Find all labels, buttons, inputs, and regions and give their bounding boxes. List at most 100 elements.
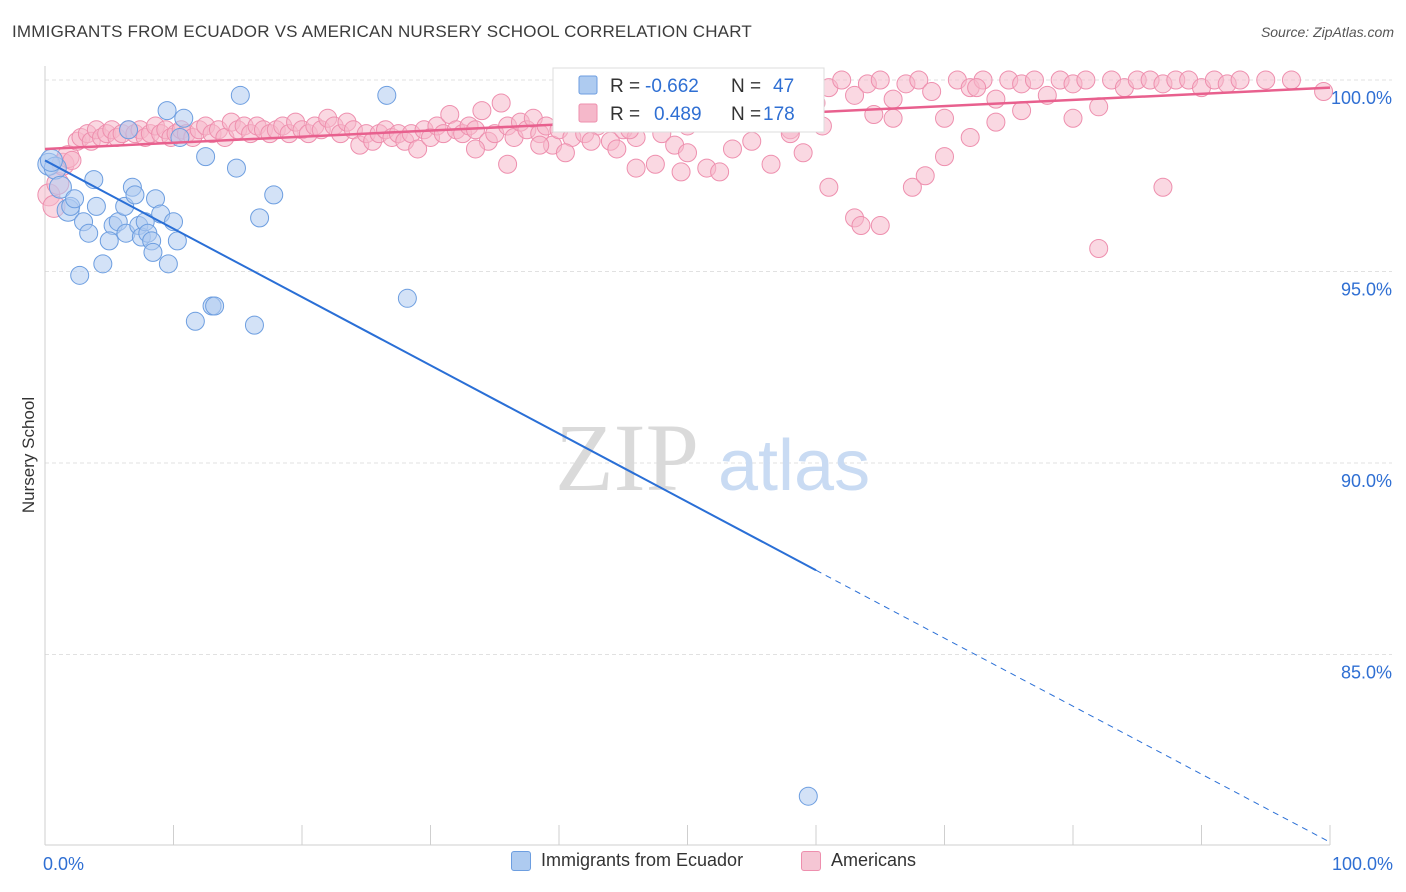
watermark-zip: ZIP: [555, 404, 699, 511]
ecuador-trend-extension: [815, 569, 1331, 843]
americans-point-152: [645, 154, 665, 174]
americans-point-175: [851, 216, 871, 236]
ecuador-point-45: [798, 786, 818, 806]
americans-point-120: [870, 70, 890, 90]
americans-points: [37, 70, 1334, 259]
americans-point-179: [530, 135, 550, 155]
americans-point-163: [935, 147, 954, 167]
ecuador-point-43: [377, 85, 397, 105]
americans-point-178: [498, 154, 518, 174]
americans-point-167: [1089, 239, 1109, 259]
americans-point-118: [845, 85, 865, 105]
legend-r-label-1: R =: [610, 76, 640, 97]
ecuador-point-42: [264, 185, 284, 205]
americans-point-129: [986, 89, 1006, 109]
legend-swatch-americans: [801, 850, 821, 871]
legend-bottom: Immigrants from Ecuador Americans: [0, 850, 1406, 878]
americans-point-176: [883, 108, 903, 128]
americans-point-132: [1024, 70, 1044, 90]
legend-label-americans: Americans: [831, 850, 917, 870]
legend-top: R = -0.662 N = 47 R = 0.489 N = 178: [552, 67, 825, 133]
americans-point-73: [472, 101, 492, 121]
ecuador-point-9: [86, 196, 106, 216]
americans-point-182: [465, 139, 485, 159]
ecuador-point-10: [93, 254, 113, 274]
americans-point-157: [793, 143, 813, 163]
americans-point-149: [1256, 70, 1276, 90]
americans-point-177: [986, 112, 1006, 132]
americans-point-137: [1089, 97, 1109, 117]
americans-point-168: [1153, 177, 1173, 197]
y-tick-label-2: 90.0%: [1341, 471, 1392, 491]
legend-label-ecuador: Immigrants from Ecuador: [541, 850, 744, 870]
ecuador-point-17: [119, 120, 139, 140]
chart-title: IMMIGRANTS FROM ECUADOR VS AMERICAN NURS…: [12, 22, 752, 41]
legend-r-label-2: R =: [610, 104, 640, 125]
legend-n-value-2: 178: [763, 104, 795, 125]
y-tick-label-1: 95.0%: [1341, 280, 1392, 300]
legend-n-value-1: 47: [773, 76, 794, 97]
legend-r-value-2: 0.489: [654, 104, 702, 125]
americans-point-172: [710, 162, 730, 182]
americans-point-169: [607, 139, 627, 159]
americans-point-117: [832, 70, 852, 90]
ecuador-point-28: [157, 101, 177, 121]
legend-r-value-1: -0.662: [645, 76, 699, 97]
y-axis-label: Nursery School: [19, 397, 38, 513]
ecuador-point-19: [125, 185, 145, 205]
ecuador-point-39: [230, 85, 250, 105]
americans-point-150: [1281, 70, 1301, 90]
ecuador-point-34: [185, 311, 205, 331]
ecuador-point-11: [70, 265, 90, 285]
ecuador-points: [37, 85, 818, 806]
y-tick-labels: 100.0% 95.0% 90.0% 85.0%: [1331, 88, 1392, 683]
legend-n-label-1: N =: [731, 76, 761, 97]
y-tick-label-0: 100.0%: [1331, 88, 1392, 108]
americans-point-161: [902, 177, 922, 197]
americans-point-156: [761, 154, 781, 174]
x-tick-label-right: 100.0%: [1332, 854, 1393, 874]
americans-point-125: [935, 108, 954, 128]
americans-point-151: [1314, 81, 1334, 101]
ecuador-point-7: [79, 223, 99, 243]
americans-point-166: [1063, 108, 1083, 128]
legend-swatch-blue: [578, 75, 598, 95]
legend-swatch-pink: [578, 103, 598, 123]
ecuador-point-25: [143, 242, 163, 262]
ecuador-point-44: [397, 288, 417, 308]
americans-point-160: [870, 216, 890, 236]
legend-item-ecuador: Immigrants from Ecuador: [511, 850, 743, 871]
ecuador-point-35: [196, 147, 216, 167]
watermark-atlas: atlas: [718, 426, 870, 506]
americans-point-187: [967, 78, 987, 98]
x-tick-label-left: 0.0%: [43, 854, 84, 874]
ecuador-point-13: [99, 231, 119, 251]
americans-point-76: [491, 93, 511, 113]
americans-point-136: [1076, 70, 1096, 90]
americans-point-162: [915, 166, 935, 186]
americans-point-63: [408, 139, 428, 159]
legend-box: [552, 67, 825, 133]
americans-point-121: [883, 89, 903, 109]
americans-point-148: [1230, 70, 1250, 90]
americans-point-170: [626, 158, 646, 178]
americans-point-171: [678, 143, 697, 163]
americans-point-173: [742, 131, 762, 151]
legend-n-label-2: N =: [731, 104, 761, 125]
ecuador-point-2: [48, 175, 72, 199]
ecuador-point-40: [244, 315, 264, 335]
americans-point-164: [960, 127, 980, 147]
source-label: Source: ZipAtlas.com: [1260, 24, 1394, 40]
legend-swatch-ecuador: [511, 850, 531, 871]
americans-point-155: [722, 139, 742, 159]
ecuador-point-33: [174, 108, 194, 128]
americans-point-165: [1012, 101, 1032, 121]
watermark: ZIP atlas: [555, 404, 870, 511]
ecuador-point-29: [158, 254, 178, 274]
americans-point-180: [555, 143, 575, 163]
americans-point-153: [671, 162, 691, 182]
ecuador-point-41: [250, 208, 270, 228]
ecuador-trend-line: [44, 159, 817, 572]
americans-point-123: [909, 70, 929, 90]
